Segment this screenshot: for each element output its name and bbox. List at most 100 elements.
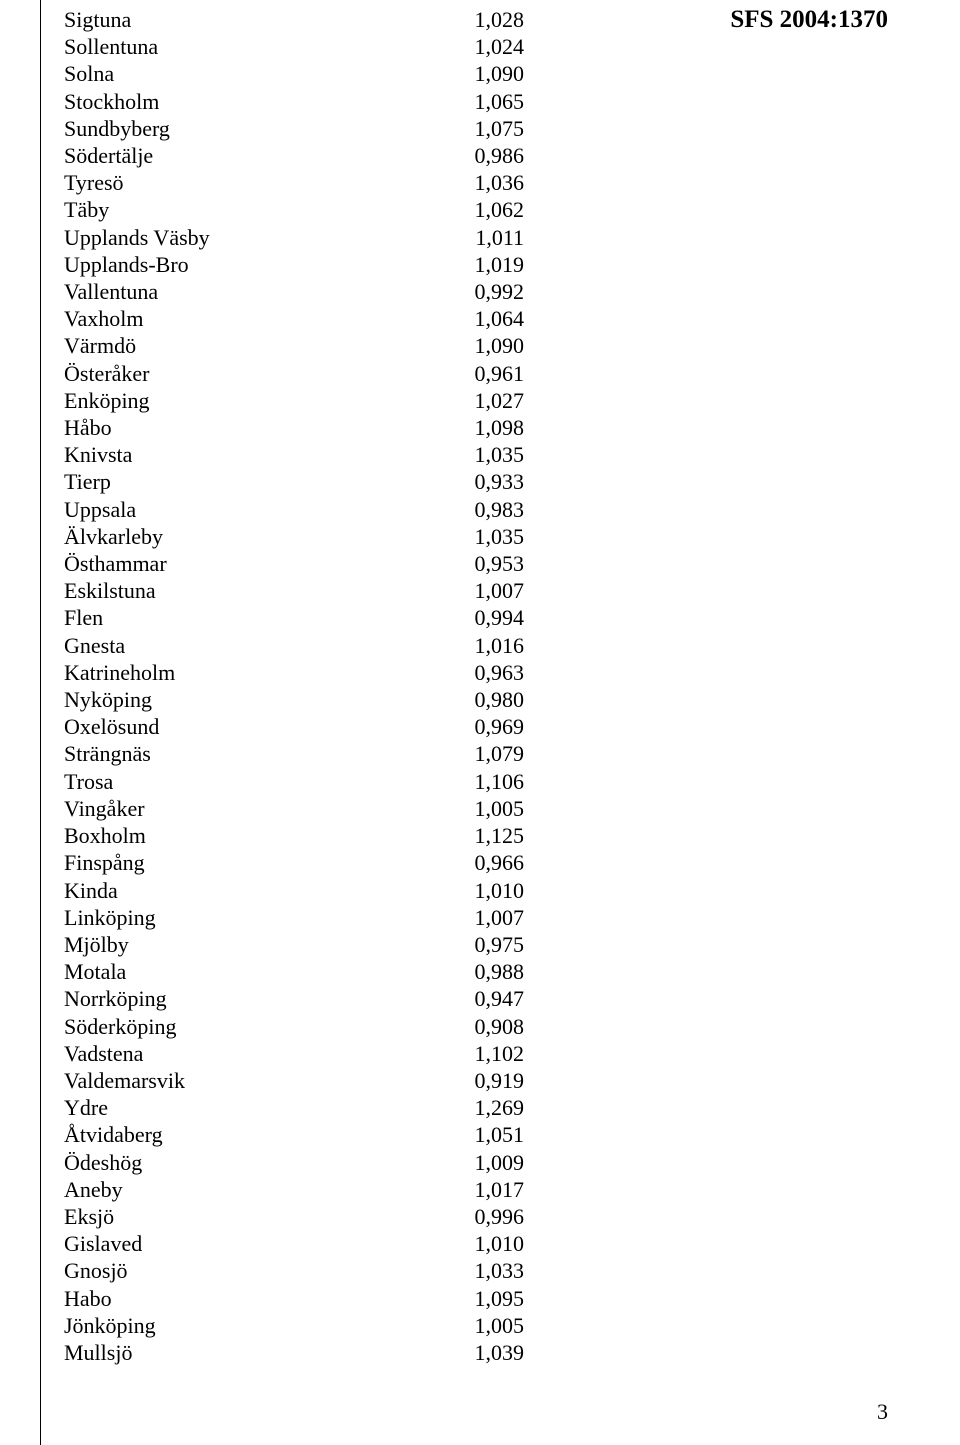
- table-row: Vingåker1,005: [64, 795, 524, 822]
- municipality-name: Motala: [64, 958, 444, 985]
- municipality-value: 1,098: [444, 414, 524, 441]
- municipality-value: 1,035: [444, 523, 524, 550]
- municipality-value: 0,908: [444, 1013, 524, 1040]
- municipality-name: Strängnäs: [64, 740, 444, 767]
- table-row: Värmdö1,090: [64, 332, 524, 359]
- municipality-value: 1,269: [444, 1094, 524, 1121]
- table-row: Eksjö0,996: [64, 1203, 524, 1230]
- municipality-value: 1,039: [444, 1339, 524, 1366]
- municipality-name: Söderköping: [64, 1013, 444, 1040]
- table-row: Vaxholm1,064: [64, 305, 524, 332]
- municipality-value: 1,064: [444, 305, 524, 332]
- municipality-name: Vallentuna: [64, 278, 444, 305]
- municipality-value: 1,125: [444, 822, 524, 849]
- table-row: Eskilstuna1,007: [64, 577, 524, 604]
- municipality-value: 1,016: [444, 632, 524, 659]
- municipality-name: Åtvidaberg: [64, 1121, 444, 1148]
- municipality-value: 1,095: [444, 1285, 524, 1312]
- municipality-value: 0,919: [444, 1067, 524, 1094]
- municipality-value: 1,090: [444, 60, 524, 87]
- municipality-value: 1,090: [444, 332, 524, 359]
- municipality-name: Östhammar: [64, 550, 444, 577]
- table-row: Upplands-Bro1,019: [64, 251, 524, 278]
- municipality-value: 0,980: [444, 686, 524, 713]
- table-row: Nyköping0,980: [64, 686, 524, 713]
- table-row: Kinda1,010: [64, 877, 524, 904]
- municipality-value: 1,007: [444, 577, 524, 604]
- municipality-name: Kinda: [64, 877, 444, 904]
- table-row: Valdemarsvik0,919: [64, 1067, 524, 1094]
- municipality-name: Gislaved: [64, 1230, 444, 1257]
- table-row: Ödeshög1,009: [64, 1149, 524, 1176]
- table-row: Norrköping0,947: [64, 985, 524, 1012]
- table-row: Gnosjö1,033: [64, 1257, 524, 1284]
- table-row: Sundbyberg1,075: [64, 115, 524, 142]
- table-row: Jönköping1,005: [64, 1312, 524, 1339]
- municipality-value: 1,011: [444, 224, 524, 251]
- vertical-rule: [40, 0, 41, 1445]
- municipality-value: 1,106: [444, 768, 524, 795]
- municipality-name: Katrineholm: [64, 659, 444, 686]
- municipality-value: 0,986: [444, 142, 524, 169]
- table-row: Knivsta1,035: [64, 441, 524, 468]
- municipality-name: Mullsjö: [64, 1339, 444, 1366]
- municipality-value: 1,028: [444, 6, 524, 33]
- municipality-value: 0,975: [444, 931, 524, 958]
- table-row: Sollentuna1,024: [64, 33, 524, 60]
- table-row: Sigtuna1,028: [64, 6, 524, 33]
- municipality-name: Sigtuna: [64, 6, 444, 33]
- municipality-value: 0,988: [444, 958, 524, 985]
- municipality-name: Linköping: [64, 904, 444, 931]
- municipality-name: Södertälje: [64, 142, 444, 169]
- municipality-name: Eksjö: [64, 1203, 444, 1230]
- municipality-value: 1,019: [444, 251, 524, 278]
- table-row: Mjölby0,975: [64, 931, 524, 958]
- table-row: Täby1,062: [64, 196, 524, 223]
- municipality-value: 1,009: [444, 1149, 524, 1176]
- municipality-value: 0,994: [444, 604, 524, 631]
- municipality-name: Jönköping: [64, 1312, 444, 1339]
- table-row: Gislaved1,010: [64, 1230, 524, 1257]
- table-row: Oxelösund0,969: [64, 713, 524, 740]
- municipality-name: Aneby: [64, 1176, 444, 1203]
- table-row: Strängnäs1,079: [64, 740, 524, 767]
- municipality-value: 1,051: [444, 1121, 524, 1148]
- table-row: Finspång0,966: [64, 849, 524, 876]
- municipality-name: Uppsala: [64, 496, 444, 523]
- table-row: Uppsala0,983: [64, 496, 524, 523]
- table-row: Östhammar0,953: [64, 550, 524, 577]
- municipality-name: Vingåker: [64, 795, 444, 822]
- table-row: Mullsjö1,039: [64, 1339, 524, 1366]
- municipality-name: Ödeshög: [64, 1149, 444, 1176]
- municipality-value: 0,996: [444, 1203, 524, 1230]
- table-row: Linköping1,007: [64, 904, 524, 931]
- municipality-name: Gnosjö: [64, 1257, 444, 1284]
- table-row: Aneby1,017: [64, 1176, 524, 1203]
- table-row: Åtvidaberg1,051: [64, 1121, 524, 1148]
- municipality-value: 0,983: [444, 496, 524, 523]
- municipality-name: Boxholm: [64, 822, 444, 849]
- page: SFS 2004:1370 Sigtuna1,028Sollentuna1,02…: [0, 0, 960, 1445]
- municipality-name: Solna: [64, 60, 444, 87]
- municipality-value: 1,027: [444, 387, 524, 414]
- table-row: Tierp0,933: [64, 468, 524, 495]
- municipality-value: 1,010: [444, 1230, 524, 1257]
- municipality-value: 1,005: [444, 1312, 524, 1339]
- municipality-name: Habo: [64, 1285, 444, 1312]
- table-row: Gnesta1,016: [64, 632, 524, 659]
- municipality-name: Stockholm: [64, 88, 444, 115]
- municipality-name: Valdemarsvik: [64, 1067, 444, 1094]
- municipality-name: Ydre: [64, 1094, 444, 1121]
- municipality-name: Nyköping: [64, 686, 444, 713]
- municipality-name: Sollentuna: [64, 33, 444, 60]
- document-header: SFS 2004:1370: [730, 6, 888, 34]
- municipality-name: Österåker: [64, 360, 444, 387]
- table-row: Habo1,095: [64, 1285, 524, 1312]
- municipality-name: Eskilstuna: [64, 577, 444, 604]
- municipality-name: Mjölby: [64, 931, 444, 958]
- municipality-name: Trosa: [64, 768, 444, 795]
- municipality-name: Oxelösund: [64, 713, 444, 740]
- municipality-name: Enköping: [64, 387, 444, 414]
- table-row: Stockholm1,065: [64, 88, 524, 115]
- municipality-value: 1,062: [444, 196, 524, 223]
